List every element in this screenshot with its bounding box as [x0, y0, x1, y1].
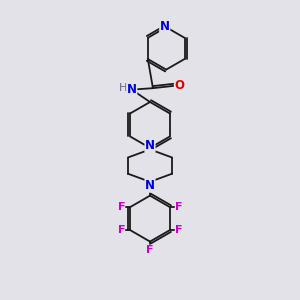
- Text: F: F: [146, 245, 154, 255]
- Text: N: N: [145, 179, 155, 192]
- Text: N: N: [127, 83, 137, 96]
- Text: H: H: [119, 83, 128, 93]
- Text: N: N: [145, 139, 155, 152]
- Text: N: N: [160, 20, 170, 33]
- Text: F: F: [175, 202, 182, 212]
- Text: F: F: [118, 202, 125, 212]
- Text: F: F: [175, 225, 182, 235]
- Text: O: O: [174, 79, 184, 92]
- Text: F: F: [118, 225, 125, 235]
